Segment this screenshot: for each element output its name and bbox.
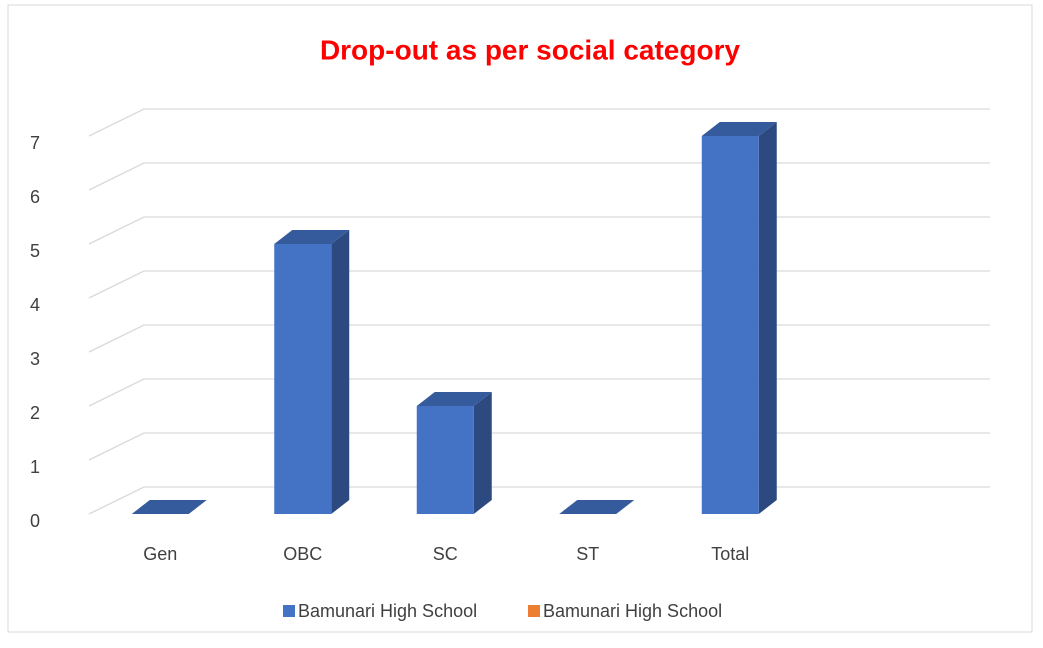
bar-side [473,392,492,514]
legend-label: Bamunari High School [543,601,722,621]
bar-top [416,392,492,406]
x-tick-label: Total [711,544,749,564]
y-tick-label: 3 [30,349,40,369]
chart-title: Drop-out as per social category [320,34,741,65]
bar-front [701,136,759,514]
y-tick-label: 1 [30,457,40,477]
x-tick-label: Gen [143,544,177,564]
y-tick-label: 4 [30,295,40,315]
legend-swatch [528,605,540,617]
bar [131,500,207,514]
x-tick-label: ST [576,544,599,564]
bar-front [274,244,332,514]
grid-line [88,108,990,137]
bar-top [559,500,635,514]
bar-top [701,122,777,136]
bar-side [758,122,777,514]
bar [701,122,777,514]
y-tick-label: 6 [30,187,40,207]
bar-side [331,230,350,514]
x-tick-label: OBC [283,544,322,564]
chart-border [7,4,1033,633]
legend-label: Bamunari High School [298,601,477,621]
bar-front [416,406,474,514]
bar [559,500,635,514]
x-tick-label: SC [433,544,458,564]
legend-swatch [283,605,295,617]
bar-top [131,500,207,514]
y-tick-label: 5 [30,241,40,261]
bar-top [274,230,350,244]
y-tick-label: 0 [30,511,40,531]
y-tick-label: 7 [30,133,40,153]
bar [274,230,350,514]
bar [416,392,492,514]
y-tick-label: 2 [30,403,40,423]
